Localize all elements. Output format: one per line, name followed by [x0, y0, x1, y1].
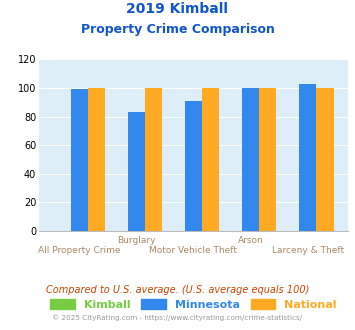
Text: Motor Vehicle Theft: Motor Vehicle Theft	[149, 246, 237, 255]
Text: Arson: Arson	[238, 236, 263, 245]
Bar	[145, 88, 162, 231]
Text: All Property Crime: All Property Crime	[38, 246, 120, 255]
Bar	[299, 84, 316, 231]
Text: © 2025 CityRating.com - https://www.cityrating.com/crime-statistics/: © 2025 CityRating.com - https://www.city…	[53, 314, 302, 321]
Text: Burglary: Burglary	[117, 236, 155, 245]
Text: 2019 Kimball: 2019 Kimball	[126, 2, 229, 16]
Bar	[242, 88, 259, 231]
Text: Larceny & Theft: Larceny & Theft	[272, 246, 344, 255]
Bar	[202, 88, 219, 231]
Bar	[128, 112, 145, 231]
Bar	[88, 88, 105, 231]
Bar	[185, 101, 202, 231]
Bar	[259, 88, 277, 231]
Legend: Kimball, Minnesota, National: Kimball, Minnesota, National	[46, 295, 341, 315]
Text: Compared to U.S. average. (U.S. average equals 100): Compared to U.S. average. (U.S. average …	[46, 285, 309, 295]
Bar	[71, 89, 88, 231]
Text: Property Crime Comparison: Property Crime Comparison	[81, 23, 274, 36]
Bar	[316, 88, 334, 231]
